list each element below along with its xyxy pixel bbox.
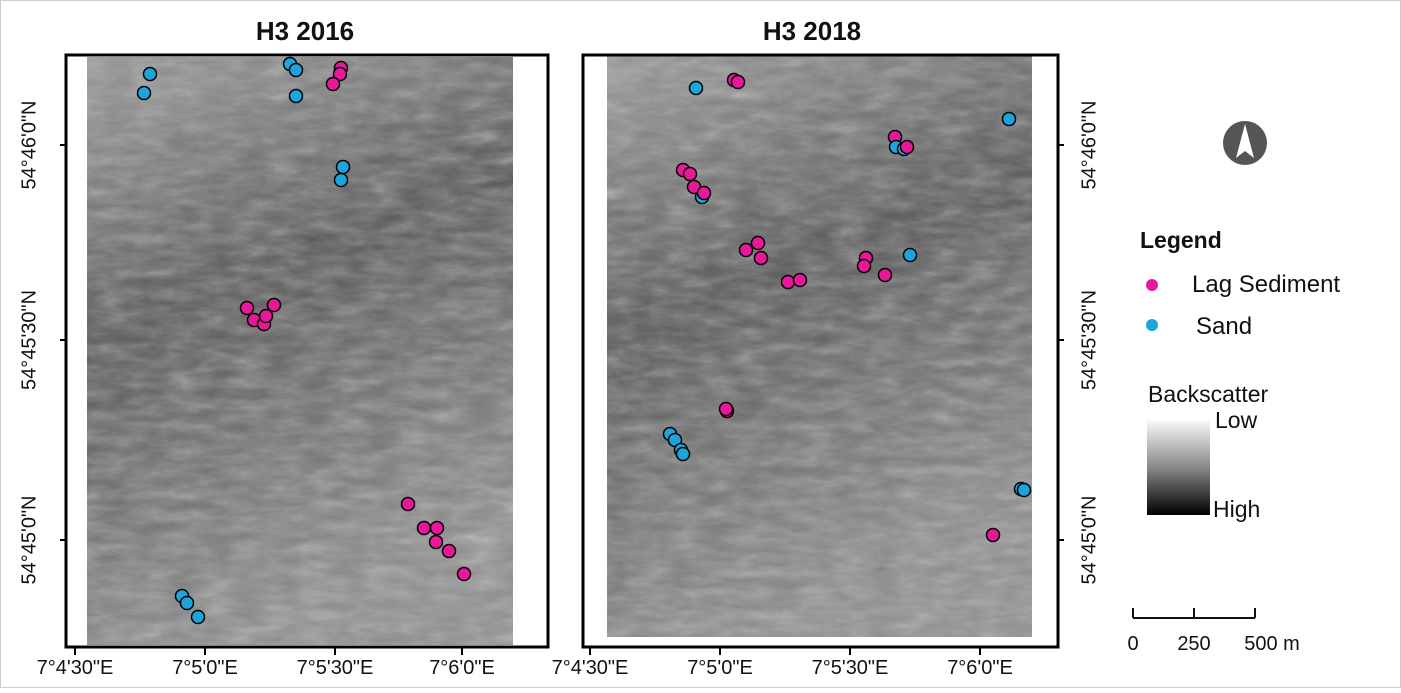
backscatter-texture: [607, 55, 1032, 637]
lag-sediment-sample: [698, 187, 711, 200]
lag-sediment-sample: [443, 545, 456, 558]
lag-sediment-sample: [879, 269, 892, 282]
legend-label: Sand: [1196, 313, 1252, 340]
sand-sample: [1018, 484, 1031, 497]
sand-sample: [290, 64, 303, 77]
lag-sediment-sample: [720, 403, 733, 416]
lag-sediment-sample: [241, 302, 254, 315]
y-tick-label: 54°45'30"N: [18, 290, 40, 390]
sand-sample: [335, 174, 348, 187]
lag-sediment-sample: [327, 78, 340, 91]
x-tick-label: 7°6'0"E: [947, 657, 1013, 679]
backscatter-ramp: [1147, 420, 1210, 515]
y-tick-label: 54°46'0"N: [18, 101, 40, 190]
legend-title: Legend: [1140, 227, 1222, 253]
x-tick-label: 7°5'0"E: [687, 657, 753, 679]
lag-sediment-sample: [732, 76, 745, 89]
backscatter-title: Backscatter: [1148, 381, 1268, 407]
sand-sample: [181, 597, 194, 610]
lag-sediment-sample: [782, 276, 795, 289]
sand-sample: [337, 161, 350, 174]
scale-bar: [1133, 608, 1255, 618]
panel-title: H3 2016: [256, 16, 354, 46]
legend-label: Lag Sediment: [1192, 271, 1340, 298]
lag-sediment-sample: [431, 522, 444, 535]
sand-sample: [677, 448, 690, 461]
x-tick-label: 7°4'30"E: [552, 657, 629, 679]
map-figure: H3 2016 7°4'30"E 7°5'0"E 7°5'30"E 7°6'0"E 54°…: [0, 0, 1401, 688]
y-tick-label: 54°46'0"N: [1078, 101, 1100, 190]
scale-label: 250: [1177, 633, 1210, 655]
sand-sample: [138, 87, 151, 100]
lag-sediment-sample: [987, 529, 1000, 542]
panel-title: H3 2018: [763, 16, 861, 46]
lag-sediment-sample: [402, 498, 415, 511]
x-tick-label: 7°5'30"E: [812, 657, 889, 679]
y-tick-label: 54°45'0"N: [1078, 496, 1100, 585]
x-tick-label: 7°5'0"E: [172, 657, 238, 679]
y-tick-label: 54°45'30"N: [1078, 290, 1100, 390]
y-tick-label: 54°45'0"N: [18, 496, 40, 585]
x-tick-label: 7°6'0"E: [429, 657, 495, 679]
scale-label: 0: [1127, 633, 1138, 655]
lag-sediment-sample: [430, 536, 443, 549]
x-tick-label: 7°5'30"E: [297, 657, 374, 679]
legend-swatch: [1146, 319, 1158, 331]
lag-sediment-sample: [740, 244, 753, 257]
backscatter-high: High: [1213, 496, 1260, 522]
sand-sample: [290, 90, 303, 103]
sand-sample: [904, 249, 917, 262]
lag-sediment-sample: [268, 299, 281, 312]
backscatter-low: Low: [1215, 407, 1258, 433]
lag-sediment-sample: [418, 522, 431, 535]
lag-sediment-sample: [794, 274, 807, 287]
lag-sediment-sample: [684, 168, 697, 181]
sand-sample: [690, 82, 703, 95]
scale-label: 500 m: [1244, 633, 1300, 655]
sand-sample: [1003, 113, 1016, 126]
north-arrow: [1223, 121, 1267, 165]
lag-sediment-sample: [858, 260, 871, 273]
lag-sediment-sample: [260, 310, 273, 323]
legend-swatch: [1146, 279, 1158, 291]
lag-sediment-sample: [901, 141, 914, 154]
lag-sediment-sample: [752, 237, 765, 250]
lag-sediment-sample: [755, 252, 768, 265]
sand-sample: [144, 68, 157, 81]
sand-sample: [192, 611, 205, 624]
lag-sediment-sample: [458, 568, 471, 581]
x-tick-label: 7°4'30"E: [37, 657, 114, 679]
